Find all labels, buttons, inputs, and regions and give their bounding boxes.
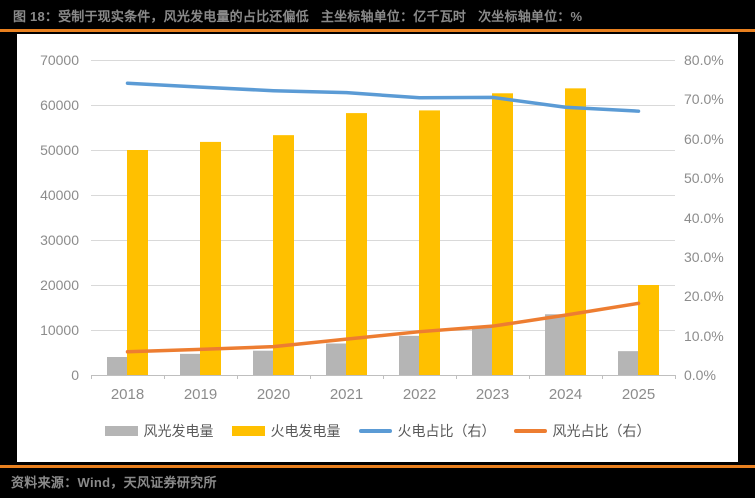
legend-swatch-line [513, 429, 547, 433]
right-axis-tick-label: 50.0% [684, 170, 724, 187]
bar-thermal-2022 [419, 110, 440, 376]
left-axis-tick-label: 50000 [40, 142, 79, 158]
right-axis-tick-label: 30.0% [684, 248, 724, 265]
right-axis-tick-label: 60.0% [684, 130, 724, 147]
chart-legend: 风光发电量 火电发电量 火电占比（右） 风光占比（右） [17, 420, 738, 442]
x-axis-label-2024: 2024 [548, 386, 583, 403]
bar-wind-solar-2025 [618, 351, 638, 375]
right-axis-tick-label: 80.0% [684, 52, 724, 68]
primary-axis-unit: 主坐标轴单位：亿千瓦时 [320, 9, 467, 24]
bar-thermal-2019 [200, 141, 221, 375]
figure-caption: 受制于现实条件，风光发电量的占比还偏低 [58, 9, 309, 24]
bar-thermal-2021 [346, 113, 367, 375]
line-wind-solar-share [125, 301, 641, 354]
x-axis-label-2020: 2020 [256, 386, 291, 403]
legend-label: 风光发电量 [143, 423, 214, 439]
bar-wind-solar-2022 [399, 335, 419, 375]
left-axis-tick-label: 10000 [40, 322, 79, 338]
x-axis-label-2025: 2025 [621, 386, 656, 403]
legend-item: 风光发电量 [104, 421, 214, 441]
bar-thermal-2020 [273, 135, 294, 375]
left-axis-tick-label: 60000 [40, 97, 79, 113]
bar-thermal-2025 [638, 285, 659, 375]
line-thermal-share [125, 81, 641, 113]
figure-title: 图 18：受制于现实条件，风光发电量的占比还偏低 主坐标轴单位：亿千瓦时 次坐标轴单… [13, 6, 747, 25]
x-axis-label-2018: 2018 [110, 386, 145, 403]
left-axis-tick-label: 70000 [40, 52, 79, 68]
x-axis-label-2022: 2022 [402, 386, 437, 403]
footer-accent-rule [0, 465, 755, 468]
figure-label: 图 18： [13, 9, 59, 24]
left-axis-tick-label: 0 [71, 367, 79, 383]
secondary-axis-unit: 次坐标轴单位：% [478, 9, 583, 24]
legend-label: 火电发电量 [270, 423, 341, 439]
source-note: 资料来源：Wind，天风证券研究所 [11, 475, 217, 490]
bar-wind-solar-2019 [180, 353, 200, 375]
legend-item: 火电占比（右） [358, 421, 496, 441]
x-axis-label-2023: 2023 [475, 386, 510, 403]
legend-swatch-bar [104, 426, 138, 436]
header-accent-rule [0, 29, 755, 32]
left-axis-tick-label: 20000 [40, 277, 79, 293]
right-axis-tick-label: 0.0% [684, 367, 716, 383]
legend-swatch-line [358, 429, 392, 433]
left-axis-tick-label: 30000 [40, 232, 79, 248]
bar-thermal-2018 [127, 150, 148, 375]
bar-thermal-2023 [492, 93, 513, 376]
bar-wind-solar-2018 [107, 357, 127, 375]
legend-item: 火电发电量 [231, 421, 341, 441]
legend-label: 风光占比（右） [552, 423, 651, 439]
left-axis-tick-label: 40000 [40, 187, 79, 203]
right-axis-tick-label: 10.0% [684, 327, 724, 344]
legend-swatch-bar [231, 426, 265, 436]
right-axis-tick-label: 40.0% [684, 209, 724, 226]
legend-label: 火电占比（右） [397, 423, 496, 439]
bar-wind-solar-2024 [545, 314, 565, 375]
x-axis-label-2021: 2021 [329, 386, 364, 403]
right-axis-tick-label: 70.0% [684, 91, 724, 108]
chart-panel: 0 10000 20000 30000 40000 50000 60000 70000 0.0… [17, 34, 738, 462]
combo-chart [91, 60, 676, 379]
bar-wind-solar-2020 [253, 350, 273, 375]
legend-item: 风光占比（右） [513, 421, 651, 441]
right-axis-tick-label: 20.0% [684, 288, 724, 305]
bar-thermal-2024 [565, 88, 586, 375]
bar-wind-solar-2023 [472, 327, 492, 375]
x-axis-label-2019: 2019 [183, 386, 218, 403]
bar-wind-solar-2021 [326, 343, 346, 375]
